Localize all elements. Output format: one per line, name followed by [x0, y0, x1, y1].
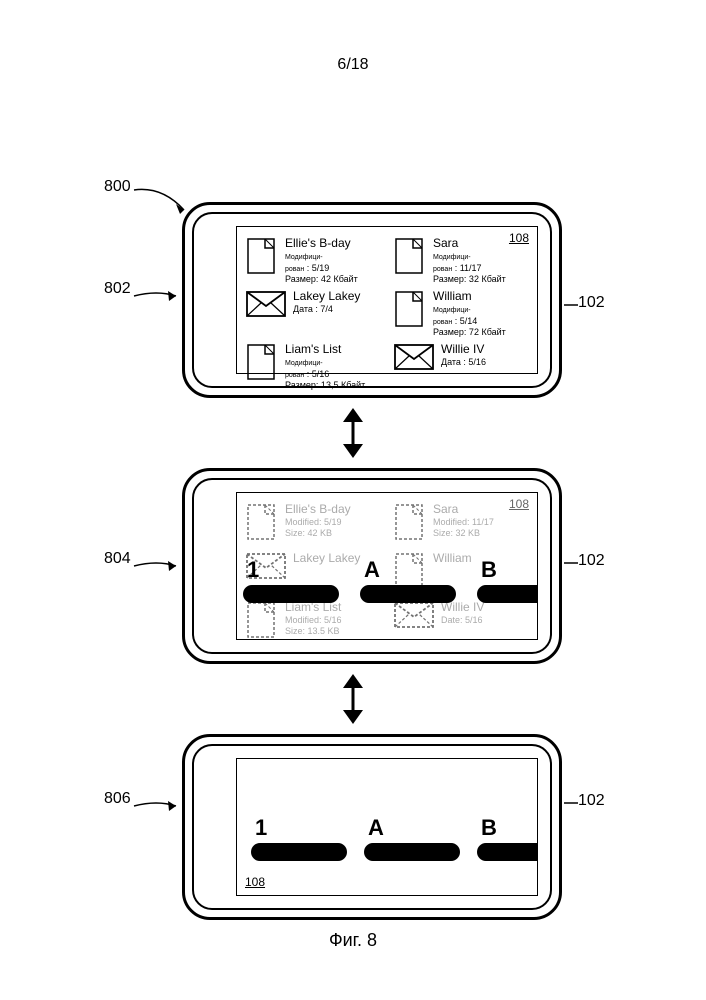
key3-group-B: B: [477, 815, 537, 861]
list-item[interactable]: Liam's ListМодифици-рован : 5/16Размер: …: [243, 339, 383, 392]
document-icon: [393, 502, 427, 542]
key-B[interactable]: [477, 585, 537, 603]
list-item[interactable]: SaraModified: 11/17Size: 32 KB: [391, 499, 531, 548]
item-modified: Модифици-рован : 5/14: [433, 304, 506, 327]
item-size: Size: 13.5 KB: [285, 626, 342, 637]
list-item[interactable]: Willie IVДата : 5/16: [391, 339, 531, 392]
item-title: Ellie's B-day: [285, 502, 351, 516]
document-icon: [245, 600, 279, 640]
callout-800: 800: [104, 178, 131, 196]
callout-806: 806: [104, 790, 131, 808]
item-size: Размер: 32 Кбайт: [433, 274, 506, 285]
document-icon: [245, 502, 279, 542]
callout-102-a: 102: [578, 294, 605, 312]
item-title: Sara: [433, 236, 506, 250]
list-item[interactable]: Liam's ListModified: 5/16Size: 13.5 KB: [243, 597, 383, 646]
item-title: Liam's List: [285, 342, 365, 356]
document-icon: [245, 236, 279, 276]
leader-102c: [562, 796, 580, 810]
item-size: Size: 42 KB: [285, 528, 351, 539]
device-1-outline: 108 Ellie's B-dayМодифици-рован : 5/19Ра…: [182, 202, 562, 398]
key3-group-1: 1: [251, 815, 347, 861]
document-icon: [393, 236, 427, 276]
key-1[interactable]: [243, 585, 339, 603]
item-date: Date: 5/16: [441, 615, 484, 626]
envelope-icon: [393, 600, 435, 630]
leader-800: [132, 184, 192, 218]
key-label-B: B: [481, 557, 497, 583]
device-2-screen[interactable]: 108 Ellie's B-dayModified: 5/19Size: 42 …: [236, 492, 538, 640]
list-item[interactable]: Ellie's B-dayМодифици-рован : 5/19Размер…: [243, 233, 383, 286]
item-size: Size: 32 KB: [433, 528, 494, 539]
leader-102b: [562, 556, 580, 570]
key-A[interactable]: [360, 585, 456, 603]
callout-102-b: 102: [578, 552, 605, 570]
item-modified: Модифици-рован : 5/16: [285, 357, 365, 380]
key-label-A: A: [364, 557, 380, 583]
leader-102a: [562, 298, 580, 312]
list-item[interactable]: WilliamМодифици-рован : 5/14Размер: 72 К…: [391, 286, 531, 339]
list-item[interactable]: Willie IVDate: 5/16: [391, 597, 531, 646]
envelope-icon: [245, 289, 287, 319]
item-modified: Modified: 5/19: [285, 517, 351, 528]
key3-1[interactable]: [251, 843, 347, 861]
item-title: Sara: [433, 502, 494, 516]
envelope-icon: [393, 342, 435, 372]
key3-group-A: A: [364, 815, 460, 861]
device-1-screen[interactable]: 108 Ellie's B-dayМодифици-рован : 5/19Ра…: [236, 226, 538, 374]
item-title: William: [433, 289, 506, 303]
leader-806: [132, 796, 182, 814]
item-size: Размер: 13,5 Кбайт: [285, 380, 365, 391]
item-title: Willie IV: [441, 342, 486, 356]
item-modified: Modified: 5/16: [285, 615, 342, 626]
device-3-inner: 108 1 A B: [192, 744, 552, 910]
item-title: Ellie's B-day: [285, 236, 358, 250]
device-1-grid: Ellie's B-dayМодифици-рован : 5/19Размер…: [243, 233, 531, 367]
key-group-A: A: [360, 557, 456, 603]
item-modified: Модифици-рован : 5/19: [285, 251, 358, 274]
key-group-1: 1: [243, 557, 339, 603]
item-modified: Modified: 11/17: [433, 517, 494, 528]
ref-108-c: 108: [245, 875, 265, 889]
list-item[interactable]: Lakey LakeyДата : 7/4: [243, 286, 383, 339]
document-icon: [245, 342, 279, 382]
key3-label-B: B: [481, 815, 497, 841]
device-3-key-row: 1 A B: [251, 815, 537, 861]
callout-804: 804: [104, 550, 131, 568]
leader-804: [132, 556, 182, 574]
item-date: Дата : 7/4: [293, 304, 360, 315]
key3-label-A: A: [368, 815, 384, 841]
device-3-outline: 108 1 A B: [182, 734, 562, 920]
item-size: Размер: 42 Кбайт: [285, 274, 358, 285]
key-label-1: 1: [247, 557, 259, 583]
item-date: Дата : 5/16: [441, 357, 486, 368]
key-group-B: B: [477, 557, 537, 603]
list-item[interactable]: SaraМодифици-рован : 11/17Размер: 32 Кба…: [391, 233, 531, 286]
device-1-inner: 108 Ellie's B-dayМодифици-рован : 5/19Ра…: [192, 212, 552, 388]
key3-label-1: 1: [255, 815, 267, 841]
item-size: Размер: 72 Кбайт: [433, 327, 506, 338]
list-item[interactable]: Ellie's B-dayModified: 5/19Size: 42 KB: [243, 499, 383, 548]
page-number: 6/18: [0, 56, 706, 74]
callout-102-c: 102: [578, 792, 605, 810]
device-2-inner: 108 Ellie's B-dayModified: 5/19Size: 42 …: [192, 478, 552, 654]
callout-802: 802: [104, 280, 131, 298]
document-icon: [393, 289, 427, 329]
key3-A[interactable]: [364, 843, 460, 861]
device-2-key-row: 1 A B: [243, 557, 537, 603]
figure-caption: Фиг. 8: [0, 930, 706, 951]
device-3-screen[interactable]: 108 1 A B: [236, 758, 538, 896]
bi-arrow-2: [333, 672, 373, 726]
key3-B[interactable]: [477, 843, 537, 861]
leader-802: [132, 286, 182, 304]
bi-arrow-1: [333, 406, 373, 460]
item-title: Lakey Lakey: [293, 289, 360, 303]
device-2-outline: 108 Ellie's B-dayModified: 5/19Size: 42 …: [182, 468, 562, 664]
item-modified: Модифици-рован : 11/17: [433, 251, 506, 274]
